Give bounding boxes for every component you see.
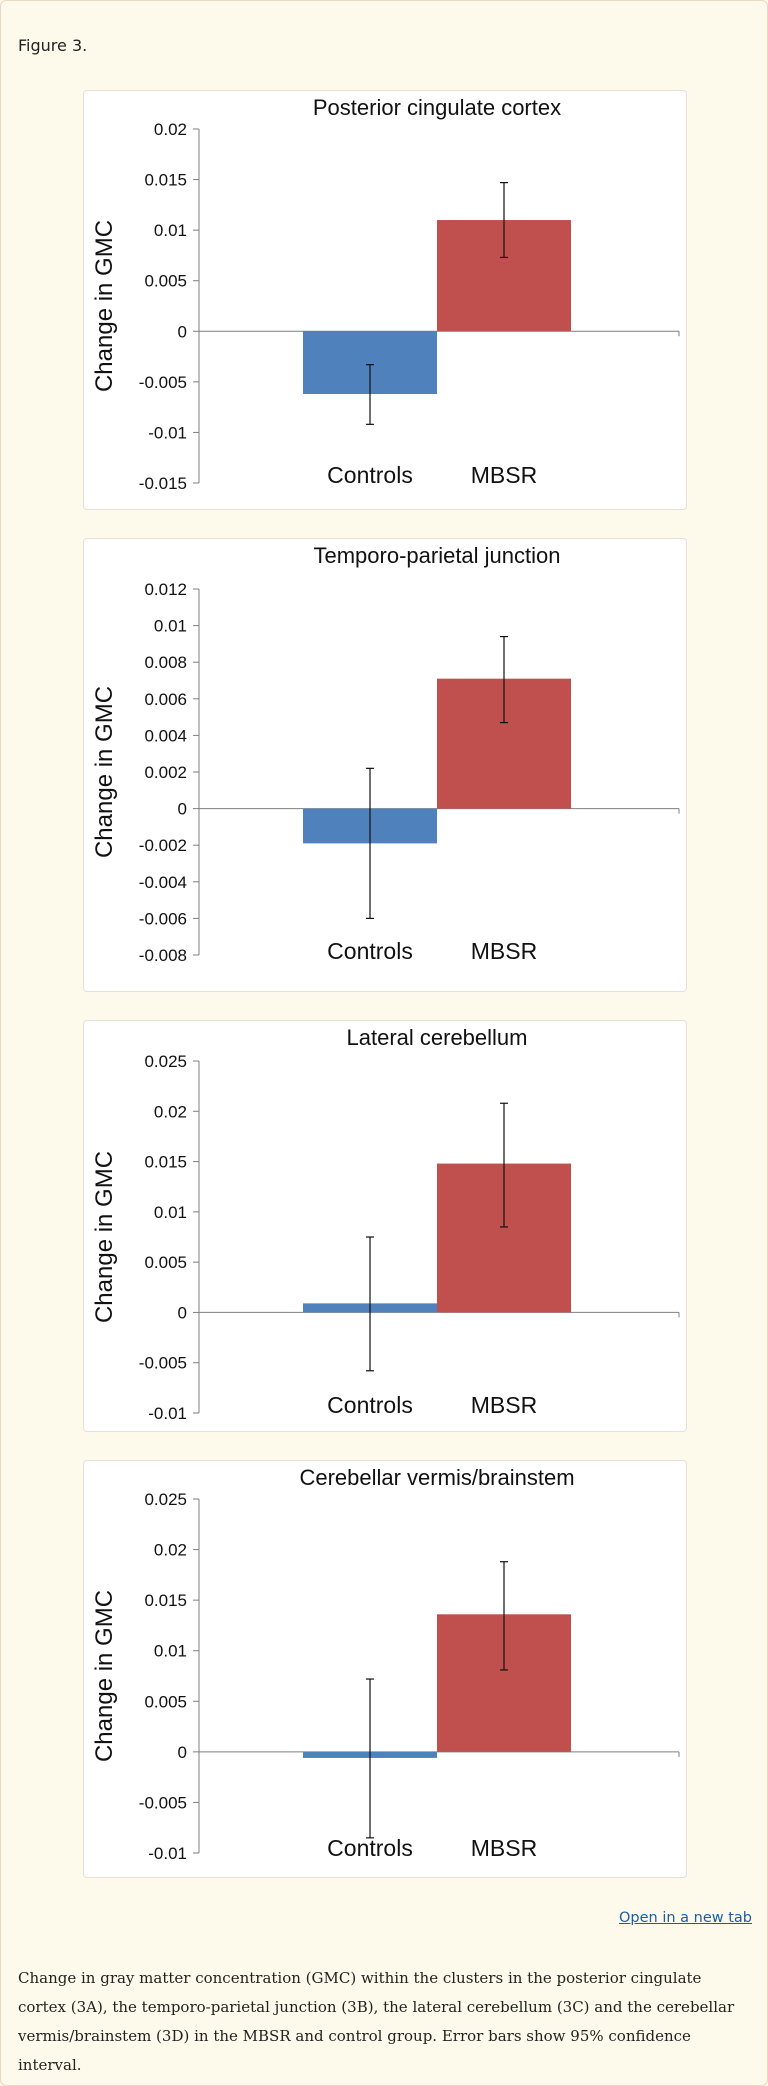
y-axis-label: Change in GMC bbox=[91, 686, 118, 858]
chart-svg: Posterior cingulate cortex Change in GMC 0… bbox=[91, 95, 680, 493]
y-tick-label: 0.015 bbox=[144, 171, 187, 190]
chart-panel-temporo-parietal: Temporo-parietal junction Change in GMC 0.… bbox=[83, 538, 687, 992]
y-tick-label: 0.006 bbox=[144, 690, 187, 709]
y-tick-label: 0.01 bbox=[154, 617, 187, 636]
y-axis-label: Change in GMC bbox=[91, 1151, 118, 1323]
category-label-mbsr: MBSR bbox=[471, 1835, 537, 1861]
y-tick-label: 0.012 bbox=[144, 580, 187, 599]
category-label-controls: Controls bbox=[327, 1392, 413, 1418]
y-tick-label: 0.005 bbox=[144, 272, 187, 291]
y-tick-label: 0.015 bbox=[144, 1591, 187, 1610]
figure-caption: Change in gray matter concentration (GMC… bbox=[18, 1969, 735, 2074]
y-tick-label: 0.002 bbox=[144, 763, 187, 782]
figure-label: Figure 3. bbox=[18, 36, 88, 55]
y-tick-label: 0.01 bbox=[154, 1203, 187, 1222]
y-tick-label: 0 bbox=[178, 1743, 187, 1762]
y-tick-label: 0.005 bbox=[144, 1253, 187, 1272]
y-tick-label: -0.008 bbox=[139, 946, 187, 965]
y-tick-label: 0.005 bbox=[144, 1692, 187, 1711]
chart-title: Lateral cerebellum bbox=[347, 1025, 528, 1050]
y-tick-label: 0.004 bbox=[144, 726, 187, 745]
y-tick-label: 0.015 bbox=[144, 1153, 187, 1172]
chart-panel-lateral-cerebellum: Lateral cerebellum Change in GMC 0.025 0.02… bbox=[83, 1020, 687, 1432]
y-tick-label: 0.025 bbox=[144, 1490, 187, 1509]
y-axis-label: Change in GMC bbox=[91, 1590, 118, 1762]
category-label-mbsr: MBSR bbox=[471, 938, 537, 964]
chart-panel-cerebellar-vermis: Cerebellar vermis/brainstem Change in GMC… bbox=[83, 1460, 687, 1878]
y-tick-label: 0 bbox=[178, 800, 187, 819]
y-tick-label: -0.004 bbox=[139, 873, 187, 892]
y-tick-label: 0.02 bbox=[154, 120, 187, 139]
chart-title: Temporo-parietal junction bbox=[313, 543, 560, 568]
category-label-controls: Controls bbox=[327, 938, 413, 964]
y-tick-label: 0.025 bbox=[144, 1052, 187, 1071]
y-tick-label: 0 bbox=[178, 1303, 187, 1322]
y-tick-label: -0.01 bbox=[148, 1404, 187, 1423]
y-tick-label: -0.005 bbox=[139, 373, 187, 392]
y-tick-label: -0.005 bbox=[139, 1354, 187, 1373]
category-label-controls: Controls bbox=[327, 462, 413, 488]
open-in-new-tab-link[interactable]: Open in a new tab bbox=[618, 1910, 752, 1926]
y-tick-label: 0 bbox=[178, 322, 187, 341]
y-tick-label: -0.002 bbox=[139, 836, 187, 855]
y-axis-label: Change in GMC bbox=[91, 220, 118, 392]
category-label-mbsr: MBSR bbox=[471, 1392, 537, 1418]
y-tick-label: -0.006 bbox=[139, 909, 187, 928]
y-tick-label: 0.008 bbox=[144, 653, 187, 672]
chart-title: Cerebellar vermis/brainstem bbox=[299, 1465, 574, 1490]
chart-title: Posterior cingulate cortex bbox=[313, 95, 561, 120]
y-tick-label: 0.01 bbox=[154, 1642, 187, 1661]
chart-svg: Lateral cerebellum Change in GMC 0.025 0.02… bbox=[91, 1025, 680, 1423]
y-tick-label: -0.01 bbox=[148, 423, 187, 442]
category-label-controls: Controls bbox=[327, 1835, 413, 1861]
y-tick-label: 0.02 bbox=[154, 1102, 187, 1121]
chart-svg: Temporo-parietal junction Change in GMC 0.… bbox=[91, 543, 680, 965]
category-label-mbsr: MBSR bbox=[471, 462, 537, 488]
y-tick-label: -0.005 bbox=[139, 1793, 187, 1812]
y-tick-label: 0.01 bbox=[154, 221, 187, 240]
chart-svg: Cerebellar vermis/brainstem Change in GMC… bbox=[91, 1465, 680, 1863]
y-tick-label: -0.01 bbox=[148, 1844, 187, 1863]
y-tick-label: 0.02 bbox=[154, 1541, 187, 1560]
chart-panel-posterior-cingulate: Posterior cingulate cortex Change in GMC 0… bbox=[83, 90, 687, 510]
y-tick-label: -0.015 bbox=[139, 474, 187, 493]
